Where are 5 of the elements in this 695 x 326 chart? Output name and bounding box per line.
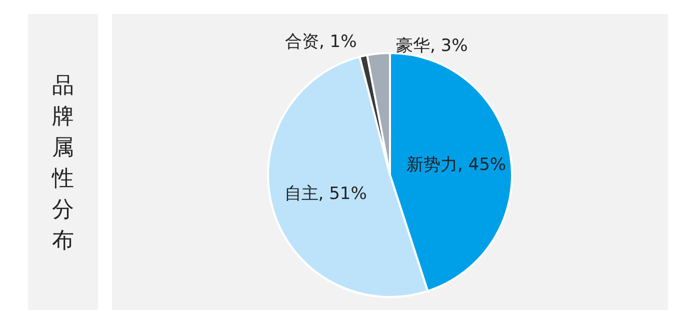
text: 品牌属性分布 [51, 74, 74, 254]
slice-label: 新势力, 45% [405, 154, 508, 176]
slice-label: 自主, 51% [283, 182, 368, 205]
slice-label: 豪华, 3% [396, 36, 468, 56]
slice-label: 合资, 1% [284, 32, 357, 52]
